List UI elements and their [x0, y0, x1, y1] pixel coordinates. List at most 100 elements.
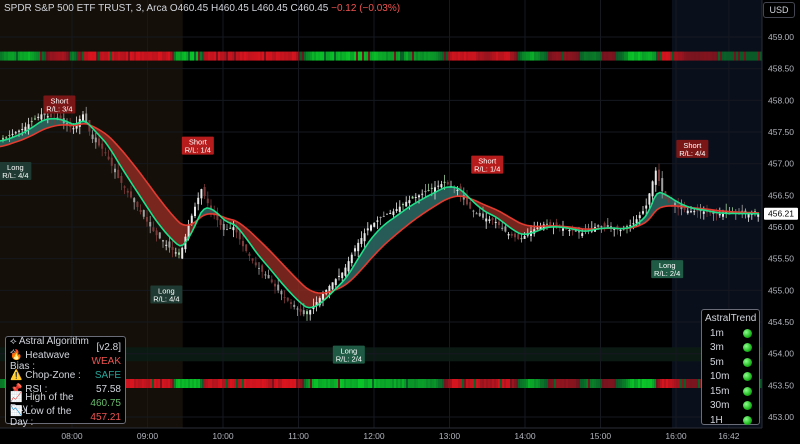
heatwave-bar-bottom: [466, 379, 468, 388]
heatwave-bar-top: [422, 51, 424, 61]
heatwave-bar-bottom: [224, 379, 226, 388]
heatwave-bar-top: [756, 51, 758, 61]
heatwave-bar-bottom: [652, 379, 654, 388]
algo-row-value: 460.75: [90, 397, 121, 409]
candle-body: [328, 285, 331, 293]
heatwave-bar-bottom: [206, 379, 208, 388]
heatwave-bar-bottom: [450, 379, 452, 388]
ribbon-segment: [387, 220, 390, 243]
heatwave-bar-bottom: [312, 379, 314, 388]
ribbon-segment: [378, 227, 381, 252]
candle-body: [674, 202, 676, 207]
candle-body: [354, 248, 356, 252]
heatwave-bar-top: [644, 51, 646, 61]
heatwave-bar-bottom: [138, 379, 140, 388]
ribbon-segment: [522, 223, 525, 235]
heatwave-bar-bottom: [294, 379, 296, 388]
heatwave-bar-top: [34, 51, 36, 61]
candle-body: [251, 258, 254, 261]
ribbon-segment: [408, 205, 411, 225]
heatwave-bar-top: [370, 51, 372, 61]
candle-body: [568, 230, 571, 232]
heatwave-bar-bottom: [384, 379, 386, 388]
heatwave-bar-top: [472, 51, 474, 61]
symbol-legend: SPDR S&P 500 ETF TRUST, 3, Arca O460.45 …: [4, 3, 401, 14]
heatwave-bar-top: [274, 51, 276, 61]
signal-rl: R/L: 1/4: [474, 165, 500, 174]
heatwave-bar-bottom: [136, 379, 138, 388]
heatwave-bar-bottom: [578, 379, 580, 388]
heatwave-bar-top: [260, 51, 262, 61]
heatwave-bar-top: [742, 51, 744, 61]
heatwave-bar-top: [424, 51, 426, 61]
heatwave-bar-bottom: [328, 379, 330, 388]
heatwave-bar-bottom: [144, 379, 146, 388]
candle-body: [344, 267, 347, 276]
candle-body: [14, 132, 17, 134]
ribbon-segment: [57, 118, 60, 126]
signal-kind: Long: [158, 287, 175, 296]
currency-button[interactable]: USD: [763, 2, 795, 18]
ribbon-segment: [303, 285, 306, 307]
ribbon-segment: [279, 260, 282, 284]
heatwave-bar-bottom: [580, 379, 582, 388]
heatwave-bar-bottom: [276, 379, 278, 388]
heatwave-bar-top: [708, 51, 710, 61]
time-axis-bg: [0, 428, 800, 444]
heatwave-bar-top: [44, 51, 46, 61]
heatwave-bar-top: [102, 51, 104, 61]
candle-body: [91, 134, 94, 140]
candle-body: [373, 222, 376, 227]
signal-kind: Long: [340, 347, 357, 356]
candle-body: [306, 311, 308, 315]
low-value: 460.45: [257, 3, 288, 14]
heatwave-bar-top: [2, 51, 4, 61]
heatwave-bar-top: [166, 51, 168, 61]
ribbon-segment: [390, 218, 393, 240]
heatwave-bar-top: [188, 51, 190, 61]
heatwave-bar-bottom: [534, 379, 536, 388]
heatwave-bar-bottom: [134, 379, 136, 388]
heatwave-bar-top: [418, 51, 420, 61]
heatwave-bar-bottom: [148, 379, 150, 388]
candle-body: [130, 191, 132, 198]
heatwave-bar-bottom: [378, 379, 380, 388]
heatwave-bar-bottom: [440, 379, 442, 388]
open-value: 460.45: [177, 3, 209, 14]
heatwave-bar-top: [322, 51, 324, 61]
candle-body: [651, 181, 654, 197]
heatwave-bar-bottom: [478, 379, 480, 388]
ribbon-segment: [171, 213, 174, 242]
astral-algorithm-panel: ⟡ Astral Algorithm ⟡ [v2.8] 🔥 Heatwave B…: [5, 336, 126, 428]
heatwave-bar-top: [212, 51, 214, 61]
heatwave-bar-top: [238, 51, 240, 61]
candle-body: [386, 213, 388, 215]
heatwave-bar-top: [524, 51, 526, 61]
heatwave-bar-top: [666, 51, 668, 61]
heatwave-bar-top: [160, 51, 162, 61]
heatwave-bar-top: [276, 51, 278, 61]
heatwave-bar-bottom: [126, 379, 128, 388]
ribbon-segment: [669, 196, 672, 206]
price-tick-label: 457.00: [768, 159, 794, 169]
heatwave-bar-top: [164, 51, 166, 61]
heatwave-bar-top: [174, 51, 176, 61]
ribbon-segment: [45, 119, 48, 129]
trend-status-dot-icon: [743, 401, 752, 411]
heatwave-bar-bottom: [446, 379, 448, 388]
candle-body: [248, 253, 251, 256]
heatwave-bar-top: [636, 51, 638, 61]
heatwave-bar-bottom: [238, 379, 240, 388]
candle-body: [290, 302, 292, 304]
heatwave-bar-bottom: [552, 379, 554, 388]
close-value: 460.45: [297, 3, 329, 14]
heatwave-bar-top: [56, 51, 58, 61]
heatwave-bar-top: [202, 51, 204, 61]
heatwave-bar-bottom: [550, 379, 552, 388]
candle-body: [37, 116, 40, 118]
heatwave-bar-top: [464, 51, 466, 61]
heatwave-bar-bottom: [250, 379, 252, 388]
heatwave-bar-bottom: [278, 379, 280, 388]
